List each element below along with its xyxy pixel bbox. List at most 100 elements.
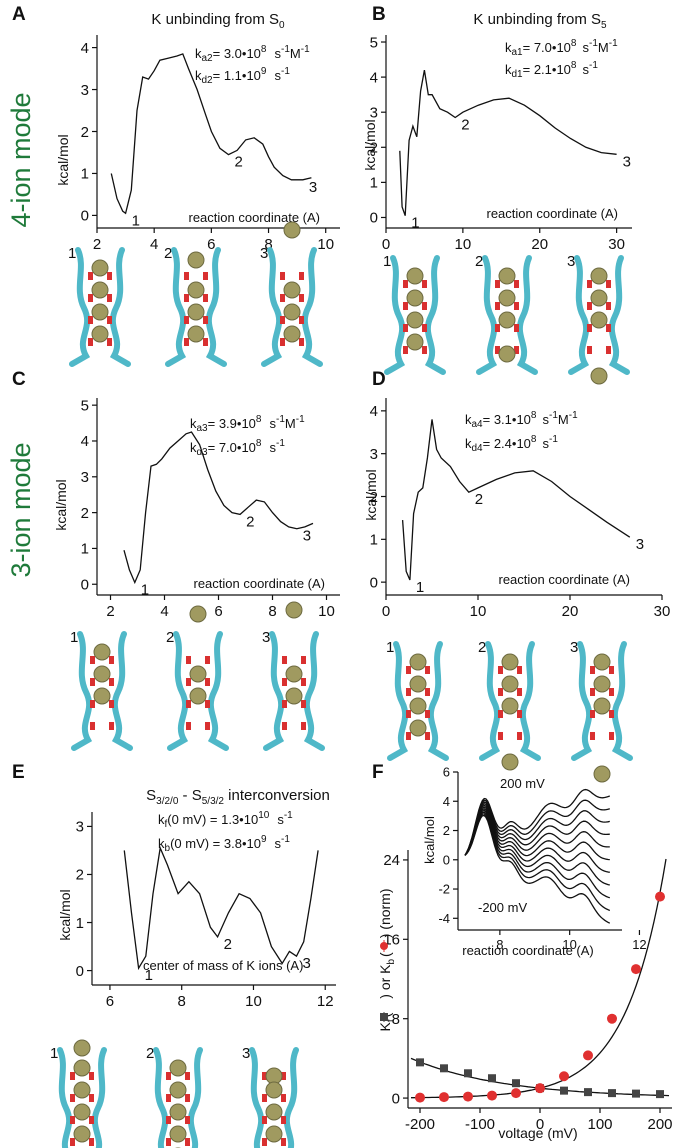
carbonyl-oxygen <box>498 732 503 740</box>
carbonyl-oxygen <box>514 346 519 354</box>
protein-ribbon-left <box>165 247 187 367</box>
carbonyl-oxygen <box>606 280 611 288</box>
carbonyl-oxygen <box>606 324 611 332</box>
snapshot-number-label: 3 <box>262 629 270 646</box>
carbonyl-oxygen <box>203 272 208 280</box>
snapshot-number-label: 3 <box>260 245 268 262</box>
carbonyl-oxygen <box>406 732 411 740</box>
inset-profile-line <box>464 813 611 912</box>
carbonyl-oxygen <box>403 280 408 288</box>
carbonyl-oxygen <box>609 732 614 740</box>
carbonyl-oxygen <box>88 294 93 302</box>
energy-profile-line <box>399 69 617 216</box>
channel-snapshot-2: 2 <box>164 245 227 367</box>
carbonyl-oxygen <box>280 294 285 302</box>
potassium-ion <box>406 267 424 285</box>
channel-snapshot-1: 1 <box>383 253 446 375</box>
panel-a-ylabel: kcal/mol <box>55 134 71 185</box>
panel-c-rate-assoc: ka3= 3.9•108 s-1M-1 <box>190 414 305 434</box>
state-marker-1: 1 <box>411 215 419 232</box>
carbonyl-oxygen <box>422 302 427 310</box>
carbonyl-oxygen <box>282 700 287 708</box>
potassium-ion <box>590 367 608 385</box>
carbonyl-oxygen <box>425 710 430 718</box>
panel-d-snapshots: 1 2 3 <box>386 639 633 783</box>
protein-ribbon-right <box>91 1047 107 1148</box>
y-tick-label: 3 <box>370 104 378 121</box>
carbonyl-oxygen <box>90 700 95 708</box>
carbonyl-oxygen <box>205 700 210 708</box>
y-tick-label: 2 <box>370 489 378 506</box>
panel-c-plot: 2 4 6 8 10 0 1 2 3 4 5 1 2 3 <box>81 397 340 620</box>
y-tick-label: 0 <box>443 852 450 867</box>
carbonyl-oxygen <box>403 324 408 332</box>
carbonyl-oxygen <box>590 710 595 718</box>
y-tick-label: 1 <box>81 541 89 558</box>
protein-ribbon-right <box>519 641 541 761</box>
carbonyl-oxygen <box>185 1094 190 1102</box>
carbonyl-oxygen <box>299 294 304 302</box>
panel-d-xlabel: reaction coordinate (A) <box>498 572 630 587</box>
potassium-ion <box>187 251 205 269</box>
protein-ribbon-right <box>611 641 633 761</box>
carbonyl-oxygen <box>166 1072 171 1080</box>
x-tick-label: 10 <box>562 937 576 952</box>
carbonyl-oxygen <box>184 338 189 346</box>
carbonyl-oxygen <box>590 666 595 674</box>
x-tick-label: 100 <box>587 1116 612 1133</box>
panel-f-ylabel: Kf() or Kb() (norm) <box>377 888 397 1031</box>
potassium-ion <box>501 675 519 693</box>
potassium-ion <box>169 1103 187 1121</box>
y-tick-label: 6 <box>443 765 450 780</box>
kb-point <box>512 1079 520 1088</box>
y-tick-label: -4 <box>438 911 450 926</box>
snapshot-number-label: 3 <box>242 1045 250 1062</box>
potassium-ion <box>283 221 301 239</box>
inset-profile-line <box>464 799 610 856</box>
panel-a-rate-dissoc: kd2= 1.1•109 s-1 <box>195 66 290 86</box>
potassium-ion <box>91 259 109 277</box>
kb-point <box>608 1089 616 1098</box>
potassium-ion <box>590 267 608 285</box>
y-tick-label: 0 <box>81 208 89 225</box>
y-tick-label: 4 <box>81 433 89 450</box>
carbonyl-oxygen <box>107 316 112 324</box>
potassium-ion <box>189 605 207 623</box>
carbonyl-oxygen <box>186 678 191 686</box>
panel-e-rate-forward: kf(0 mV) = 1.3•1010 s-1 <box>158 810 293 830</box>
protein-ribbon-right <box>303 631 325 751</box>
y-tick-label: 4 <box>443 794 450 809</box>
carbonyl-oxygen <box>281 1094 286 1102</box>
carbonyl-oxygen <box>403 302 408 310</box>
potassium-ion <box>593 653 611 671</box>
inset-profile-line <box>464 804 610 856</box>
x-tick-label: 0 <box>382 603 390 620</box>
state-marker-1: 1 <box>416 579 424 596</box>
inset-profile-line <box>464 788 611 856</box>
channel-snapshot-3: 3 <box>242 1045 299 1148</box>
carbonyl-oxygen <box>587 346 592 354</box>
panel-letter-d: D <box>372 369 386 390</box>
carbonyl-oxygen <box>184 272 189 280</box>
carbonyl-oxygen <box>109 722 114 730</box>
x-tick-label: 12 <box>317 993 334 1010</box>
panel-f: F Kf() or Kb() (norm) voltage (mV) -200-… <box>372 762 673 1141</box>
carbonyl-oxygen <box>88 316 93 324</box>
panel-d-plot: 0 10 20 30 0 1 2 3 4 1 2 3 <box>370 398 670 620</box>
carbonyl-oxygen <box>186 656 191 664</box>
carbonyl-oxygen <box>109 700 114 708</box>
carbonyl-oxygen <box>107 338 112 346</box>
kf-point <box>463 1091 473 1102</box>
state-marker-3: 3 <box>303 955 311 972</box>
protein-ribbon-right <box>207 631 229 751</box>
carbonyl-oxygen <box>185 1138 190 1146</box>
carbonyl-oxygen <box>88 272 93 280</box>
x-tick-label: 0 <box>536 1116 544 1133</box>
carbonyl-oxygen <box>89 1116 94 1124</box>
potassium-ion <box>409 675 427 693</box>
carbonyl-oxygen <box>609 688 614 696</box>
carbonyl-oxygen <box>422 324 427 332</box>
carbonyl-oxygen <box>406 710 411 718</box>
x-tick-label: -100 <box>465 1116 495 1133</box>
panel-letter-a: A <box>12 4 26 25</box>
